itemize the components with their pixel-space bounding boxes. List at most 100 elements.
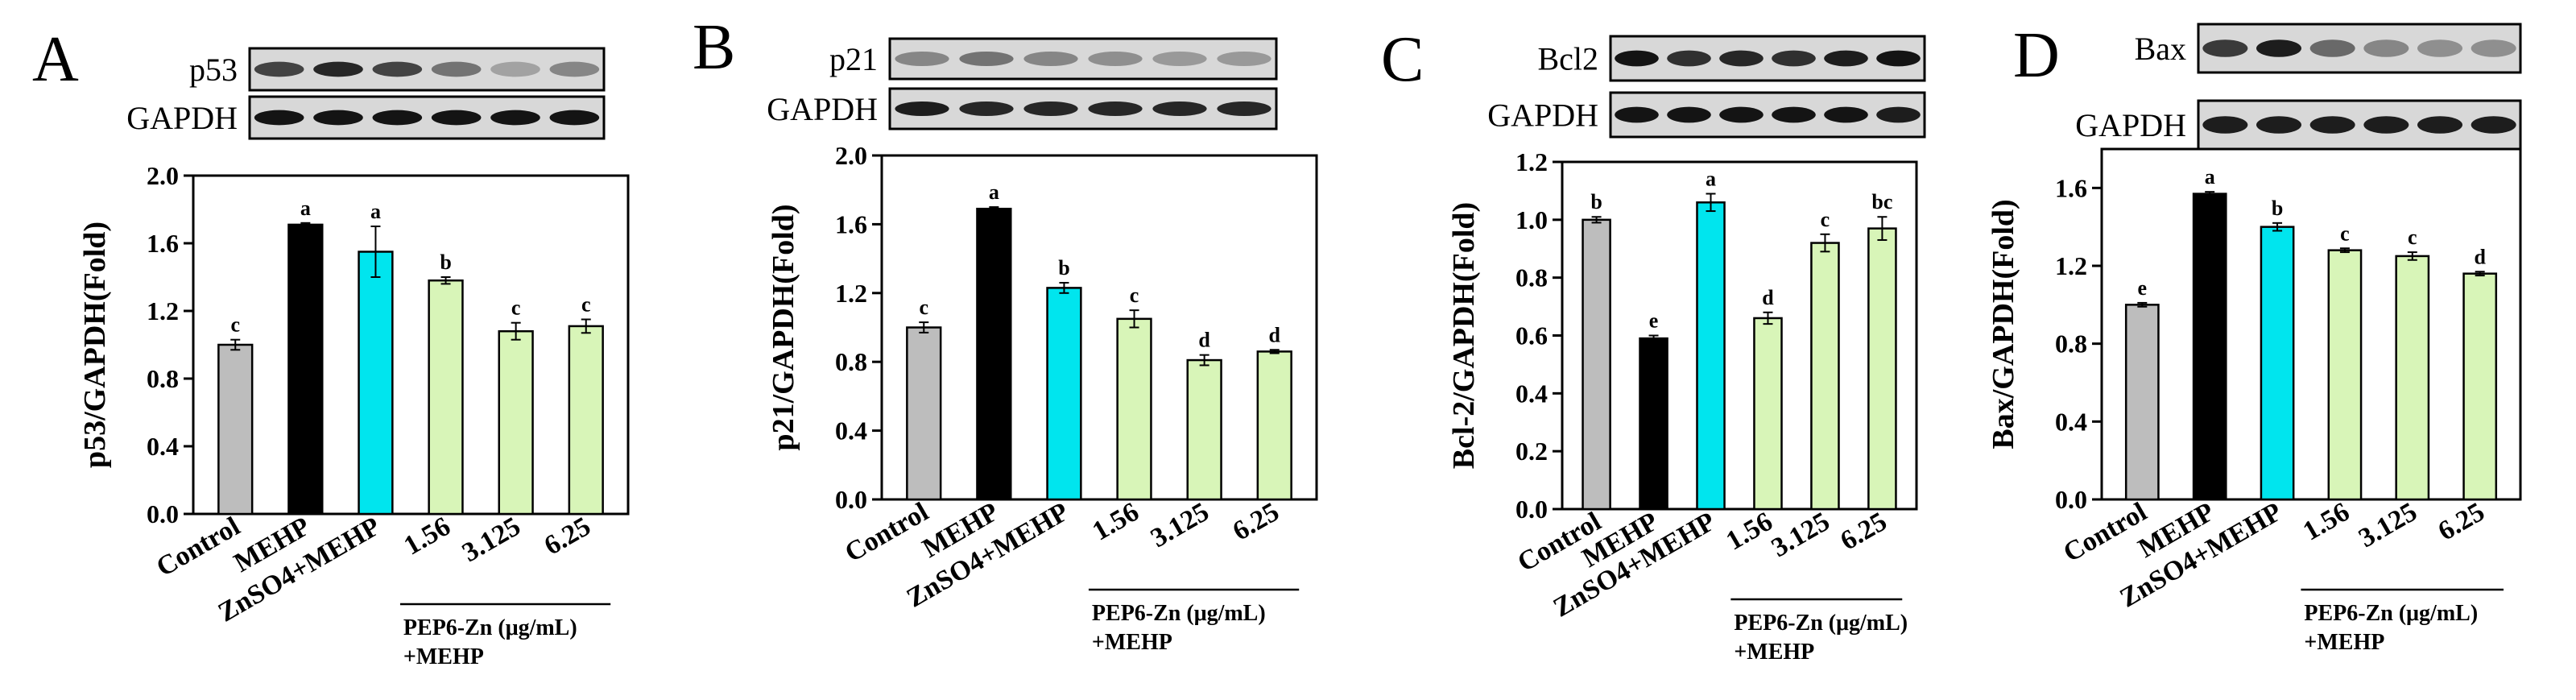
significance-letter: b	[1058, 256, 1069, 280]
bar	[217, 343, 254, 516]
blot-band	[372, 61, 423, 77]
y-axis-label: p21/GAPDH(Fold)	[767, 204, 800, 450]
blot-band	[490, 61, 540, 77]
significance-letter: c	[919, 296, 928, 319]
blot-band	[1023, 52, 1078, 66]
bar	[1582, 218, 1611, 511]
group-label: PEP6-Zn (μg/mL)	[1092, 601, 1266, 626]
y-tick-label: 0.8	[1515, 263, 1548, 292]
bar	[2260, 226, 2295, 501]
significance-letter: b	[440, 251, 451, 274]
bar	[1116, 317, 1152, 501]
blot-band	[895, 52, 949, 66]
y-tick-label: 0.4	[147, 432, 179, 461]
significance-letter: c	[230, 313, 240, 337]
bar	[1696, 201, 1726, 511]
y-tick-label: 2.0	[835, 141, 867, 170]
bar	[1256, 350, 1292, 501]
bar	[1639, 337, 1668, 511]
blot-band	[1615, 50, 1659, 67]
blot-band	[549, 61, 600, 77]
significance-letter: c	[1130, 284, 1139, 307]
bar	[428, 279, 464, 516]
blot-bcl2: Bcl2	[1537, 35, 1926, 82]
significance-letter: b	[1590, 190, 1602, 213]
bar	[2192, 193, 2227, 501]
bar	[1810, 242, 1840, 511]
bar	[1867, 227, 1897, 511]
blot-band	[895, 101, 949, 116]
blot-label: p53	[189, 52, 238, 88]
blot-bax: Bax	[2135, 23, 2522, 74]
blot-label: Bcl2	[1537, 41, 1598, 77]
blot-frame	[2197, 23, 2522, 74]
bar	[358, 251, 394, 516]
y-tick-label: 2.0	[147, 161, 179, 190]
significance-letter: a	[370, 200, 381, 223]
blot-p53: p53	[189, 47, 606, 92]
blot-frame	[1609, 91, 1926, 139]
blot-band	[372, 110, 423, 126]
bar	[498, 329, 534, 516]
group-label-mehp: +MEHP	[2304, 630, 2384, 655]
blot-band	[2417, 116, 2462, 134]
group-label-mehp: +MEHP	[1734, 640, 1814, 665]
blot-band	[2471, 39, 2516, 57]
blot-frame	[248, 47, 606, 92]
y-tick-label: 1.2	[1515, 147, 1548, 176]
blot-gapdh: GAPDH	[126, 95, 606, 140]
significance-letter: d	[1198, 329, 1210, 352]
x-tick-label: 3.125	[457, 512, 526, 568]
blot-p21: p21	[829, 37, 1278, 81]
blot-band	[1824, 106, 1868, 123]
blot-band	[490, 110, 540, 126]
bar	[1753, 317, 1783, 511]
panel-C: C Bcl2 GAPDH 0.0 0.2 0.4 0.6 0.8 1.0 1.2 Bcl-2/GAP…	[1381, 24, 1926, 665]
y-tick-label: 0.8	[147, 364, 179, 393]
blot-band	[2309, 116, 2355, 134]
blot-frame	[888, 37, 1278, 81]
blot-band	[1152, 101, 1207, 116]
blot-band	[254, 61, 304, 77]
x-tick-label: 1.56	[399, 512, 456, 561]
blot-label: GAPDH	[126, 100, 238, 136]
x-tick-label: 6.25	[1228, 497, 1284, 547]
significance-letter: a	[1706, 168, 1716, 191]
blot-band	[1876, 106, 1921, 123]
bar	[287, 223, 324, 516]
group-label: PEP6-Zn (μg/mL)	[403, 615, 577, 640]
blot-label: GAPDH	[2075, 107, 2186, 143]
blot-frame	[1609, 35, 1926, 82]
y-tick-label: 1.2	[2055, 251, 2087, 280]
y-tick-label: 0.8	[2055, 329, 2087, 358]
blot-band	[1719, 50, 1764, 67]
significance-letter: d	[1762, 286, 1774, 309]
blot-band	[2417, 39, 2462, 57]
group-label-mehp: +MEHP	[403, 644, 484, 669]
blot-band	[2309, 39, 2355, 57]
plot-frame	[880, 154, 1318, 501]
significance-letter: c	[511, 296, 521, 320]
significance-letter: a	[300, 197, 311, 220]
y-tick-label: 0.4	[835, 416, 867, 445]
bar	[2462, 272, 2498, 501]
blot-band	[2256, 39, 2301, 57]
bar	[2124, 304, 2160, 501]
significance-letter: c	[2340, 222, 2350, 245]
significance-letter: d	[1269, 323, 1281, 346]
bar	[2395, 255, 2430, 501]
blot-band	[1217, 52, 1271, 66]
blot-band	[1876, 50, 1921, 67]
plot-frame	[1561, 160, 1918, 511]
blot-band	[313, 61, 363, 77]
blot-frame	[888, 87, 1278, 130]
blot-band	[2363, 116, 2409, 134]
blot-label: GAPDH	[767, 91, 878, 127]
panel-letter: C	[1381, 24, 1424, 95]
y-tick-label: 1.2	[835, 279, 867, 308]
y-tick-label: 1.6	[147, 229, 179, 258]
blot-band	[1772, 106, 1816, 123]
significance-letter: a	[2205, 165, 2215, 188]
blot-band	[959, 52, 1014, 66]
panel-letter: D	[2013, 20, 2060, 91]
